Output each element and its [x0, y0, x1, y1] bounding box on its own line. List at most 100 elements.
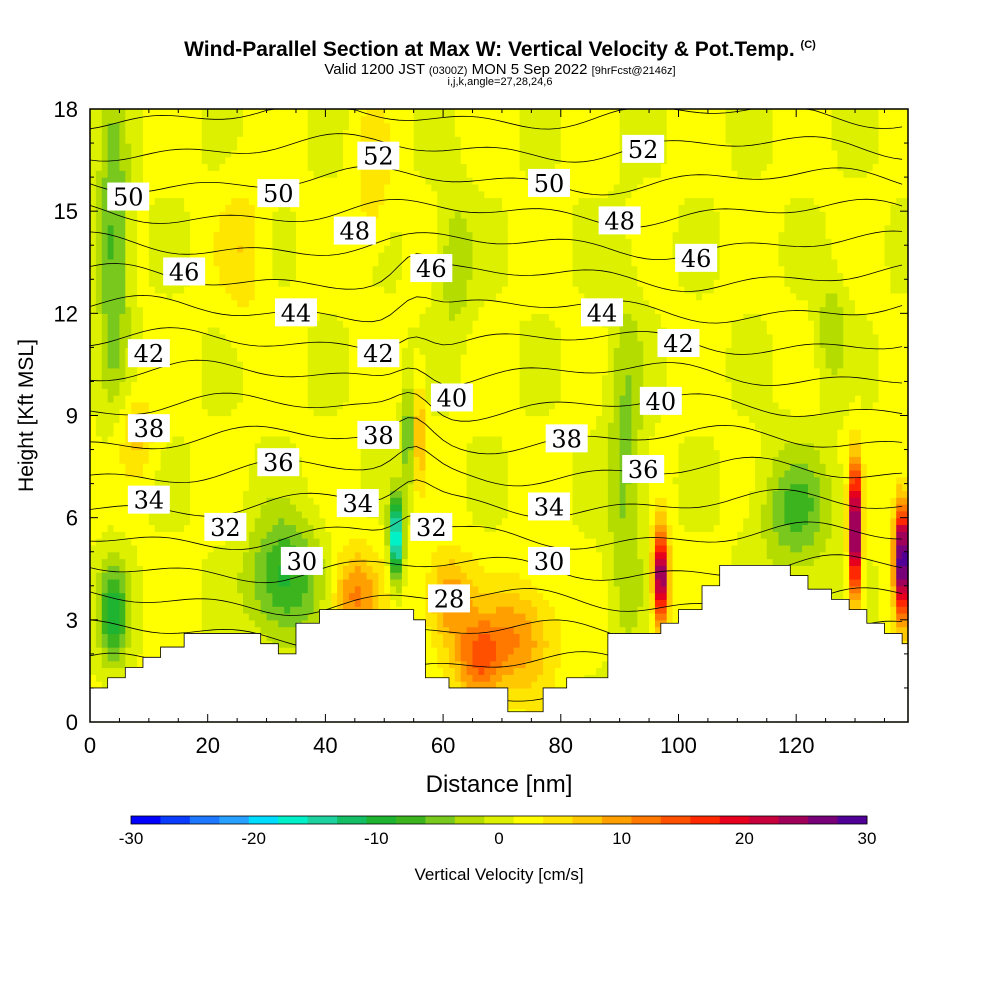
colorbar-swatch — [513, 816, 544, 824]
theta-contour — [89, 446, 903, 487]
colorbar-swatch — [219, 816, 250, 824]
colorbar-tick-label: -30 — [119, 829, 144, 848]
theta-label-box — [598, 206, 641, 235]
x-tick-label: 60 — [431, 733, 455, 758]
valid-time: Valid 1200 JST — [324, 61, 425, 78]
theta-label-box — [545, 424, 588, 453]
y-tick-label: 6 — [66, 506, 78, 531]
chart-title: Wind-Parallel Section at Max W: Vertical… — [0, 38, 1000, 62]
theta-label: 34 — [534, 493, 565, 521]
theta-label-box — [657, 328, 700, 357]
colorbar-label: Vertical Velocity [cm/s] — [414, 865, 583, 884]
colorbar-swatch — [484, 816, 515, 824]
colorbar-swatch — [395, 816, 426, 824]
theta-label: 40 — [437, 384, 468, 412]
theta-label-box — [427, 584, 470, 613]
theta-label-box — [580, 298, 623, 327]
x-tick-label: 80 — [549, 733, 573, 758]
colorbar-swatch — [602, 816, 632, 824]
theta-label-box — [675, 243, 718, 272]
theta-label: 52 — [628, 136, 659, 164]
theta-label-box — [163, 257, 206, 286]
theta-label-box — [127, 485, 170, 514]
y-tick-label: 15 — [54, 199, 78, 224]
theta-label: 44 — [281, 299, 312, 327]
theta-label-box — [333, 216, 376, 245]
colorbar-tick-label: 0 — [494, 829, 503, 848]
theta-label: 46 — [681, 245, 712, 273]
theta-label-box — [622, 134, 665, 163]
y-tick-label: 3 — [66, 608, 78, 633]
valid-zulu: (0300Z) — [428, 65, 468, 77]
theta-label: 50 — [534, 170, 565, 198]
colorbar-swatch — [454, 816, 485, 824]
y-tick-label: 12 — [54, 301, 78, 326]
colorbar-swatch — [543, 816, 574, 824]
theta-label-box — [430, 383, 473, 412]
theta-contour — [89, 359, 903, 387]
chart-subtitle: Valid 1200 JST (0300Z) MON 5 Sep 2022 [9… — [0, 61, 1000, 78]
theta-label-box — [127, 414, 170, 443]
theta-label-box — [622, 454, 665, 483]
colorbar-frame — [130, 815, 868, 825]
theta-contour — [89, 253, 903, 292]
theta-label: 36 — [263, 449, 294, 477]
x-tick-label: 120 — [778, 733, 815, 758]
colorbar-swatch — [808, 816, 839, 824]
theta-label: 34 — [134, 487, 165, 515]
copyright-mark: (C) — [800, 39, 816, 51]
y-tick-label: 9 — [66, 404, 78, 429]
colorbar-swatch — [749, 816, 780, 824]
colorbar-swatch — [131, 816, 161, 824]
theta-label-box — [127, 339, 170, 368]
theta-label: 46 — [416, 255, 447, 283]
theta-label: 52 — [363, 143, 394, 171]
colorbar-swatch — [425, 816, 456, 824]
theta-contour — [89, 417, 903, 455]
theta-label-box — [336, 489, 379, 518]
colorbar-swatch — [572, 816, 603, 824]
y-tick-label: 0 — [66, 710, 78, 735]
colorbar-swatch — [366, 816, 397, 824]
colorbar-tick-label: -10 — [364, 829, 389, 848]
colorbar-swatch — [719, 816, 750, 824]
theta-contour — [89, 230, 903, 260]
theta-label: 30 — [534, 548, 565, 576]
theta-label-box — [410, 512, 453, 541]
theta-label-box — [274, 298, 317, 327]
theta-label-box — [257, 179, 300, 208]
colorbar-swatch — [337, 816, 368, 824]
theta-label-box — [204, 512, 247, 541]
theta-label-box — [107, 182, 150, 211]
theta-label: 42 — [134, 340, 165, 368]
theta-label-box — [357, 420, 400, 449]
forecast-run: [9hrFcst@2146z] — [591, 65, 676, 77]
chart-title-text: Wind-Parallel Section at Max W: Vertical… — [184, 38, 795, 61]
theta-label-box — [528, 546, 571, 575]
valid-date: MON 5 Sep 2022 — [471, 61, 588, 78]
y-tick-label: 18 — [54, 97, 78, 122]
theta-label: 42 — [663, 330, 694, 358]
x-tick-label: 0 — [84, 733, 96, 758]
colorbar-swatch — [248, 816, 279, 824]
theta-label: 36 — [628, 456, 659, 484]
theta-label: 34 — [342, 490, 373, 518]
x-axis-label: Distance [nm] — [426, 771, 573, 798]
colorbar-swatch — [690, 816, 721, 824]
colorbar-tick-label: -20 — [241, 829, 266, 848]
theta-label-box — [639, 386, 682, 415]
x-tick-label: 40 — [313, 733, 337, 758]
colorbar-tick-label: 20 — [735, 829, 754, 848]
theta-label: 50 — [263, 180, 294, 208]
theta-label: 30 — [287, 548, 318, 576]
colorbar-tick-label: 30 — [858, 829, 877, 848]
colorbar-swatch — [160, 816, 191, 824]
theta-contour — [89, 166, 903, 196]
theta-label: 48 — [604, 207, 635, 235]
theta-label-box — [528, 168, 571, 197]
theta-labels: 52 52 50 50 50 48 48 46 46 46 44 44 42 42 42 40 40 38 38 38… — [107, 134, 718, 613]
theta-contour — [89, 514, 903, 551]
colorbar-swatch — [278, 816, 309, 824]
